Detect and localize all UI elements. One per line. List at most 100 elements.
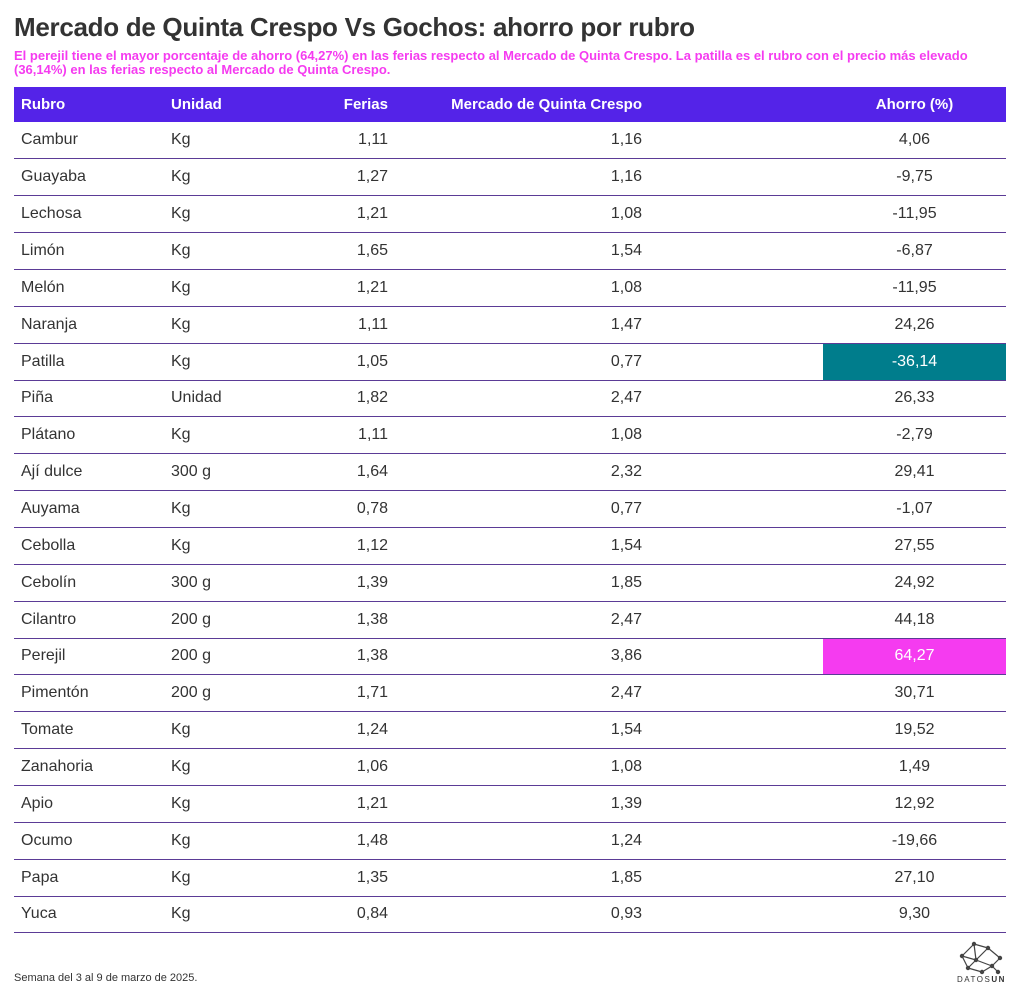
cell-spacer	[649, 416, 823, 455]
cell-rubro: Plátano	[14, 416, 164, 455]
cell-mercado: 1,08	[395, 195, 649, 234]
cell-rubro: Cebolín	[14, 564, 164, 602]
cell-rubro: Ají dulce	[14, 453, 164, 492]
cell-unidad: Kg	[164, 785, 308, 823]
cell-rubro: Cambur	[14, 122, 164, 160]
cell-spacer	[649, 527, 823, 565]
cell-mercado: 1,16	[395, 122, 649, 160]
cell-mercado: 1,08	[395, 416, 649, 455]
cell-ahorro: 9,30	[823, 896, 1006, 934]
cell-mercado: 1,47	[395, 306, 649, 344]
header-spacer	[649, 87, 823, 122]
cell-spacer	[649, 343, 823, 381]
cell-ferias: 0,78	[308, 490, 395, 528]
table-row: Naranja Kg 1,11 1,47 24,26	[14, 306, 1006, 344]
table-body: Cambur Kg 1,11 1,16 4,06 Guayaba Kg 1,27 1,16 -9,…	[14, 122, 1006, 934]
cell-rubro: Ocumo	[14, 822, 164, 860]
cell-spacer	[649, 380, 823, 418]
cell-mercado: 2,47	[395, 380, 649, 418]
cell-ferias: 1,38	[308, 638, 395, 676]
header-unidad: Unidad	[164, 87, 308, 122]
cell-mercado: 1,54	[395, 711, 649, 750]
datos-un-logo-icon	[959, 941, 1003, 975]
cell-rubro: Zanahoria	[14, 748, 164, 786]
cell-unidad: Kg	[164, 269, 308, 307]
cell-mercado: 1,16	[395, 158, 649, 197]
cell-ahorro: 19,52	[823, 711, 1006, 750]
cell-ferias: 1,12	[308, 527, 395, 565]
table-row: Tomate Kg 1,24 1,54 19,52	[14, 711, 1006, 750]
table-row: Piña Unidad 1,82 2,47 26,33	[14, 380, 1006, 418]
cell-mercado: 0,93	[395, 896, 649, 934]
cell-spacer	[649, 638, 823, 676]
cell-ferias: 1,21	[308, 785, 395, 823]
cell-spacer	[649, 859, 823, 897]
table-row: Ocumo Kg 1,48 1,24 -19,66	[14, 822, 1006, 860]
table-row: Yuca Kg 0,84 0,93 9,30	[14, 896, 1006, 934]
table-row: Plátano Kg 1,11 1,08 -2,79	[14, 416, 1006, 455]
cell-spacer	[649, 711, 823, 750]
cell-ferias: 1,11	[308, 122, 395, 160]
cell-ferias: 1,24	[308, 711, 395, 750]
chart-subtitle: El perejil tiene el mayor porcentaje de …	[14, 48, 968, 77]
table-row: Cebolín 300 g 1,39 1,85 24,92	[14, 564, 1006, 602]
cell-spacer	[649, 232, 823, 270]
cell-spacer	[649, 896, 823, 934]
cell-ahorro: -36,14	[823, 343, 1006, 381]
cell-spacer	[649, 822, 823, 860]
cell-ahorro: -11,95	[823, 269, 1006, 307]
cell-unidad: Kg	[164, 232, 308, 270]
cell-unidad: Kg	[164, 527, 308, 565]
logo-label-bold: UN	[991, 975, 1006, 984]
cell-ahorro: -6,87	[823, 232, 1006, 270]
table-row: Patilla Kg 1,05 0,77 -36,14	[14, 343, 1006, 381]
cell-ferias: 1,39	[308, 564, 395, 602]
table-row: Cebolla Kg 1,12 1,54 27,55	[14, 527, 1006, 565]
cell-ahorro: 1,49	[823, 748, 1006, 786]
cell-rubro: Tomate	[14, 711, 164, 750]
cell-spacer	[649, 601, 823, 639]
cell-unidad: Kg	[164, 822, 308, 860]
cell-ahorro: -9,75	[823, 158, 1006, 197]
cell-ahorro: 26,33	[823, 380, 1006, 418]
cell-ahorro: 24,26	[823, 306, 1006, 344]
cell-ahorro: -1,07	[823, 490, 1006, 528]
cell-spacer	[649, 785, 823, 823]
cell-mercado: 1,08	[395, 748, 649, 786]
cell-ferias: 1,11	[308, 306, 395, 344]
cell-mercado: 0,77	[395, 490, 649, 528]
cell-ferias: 1,65	[308, 232, 395, 270]
cell-unidad: 200 g	[164, 674, 308, 713]
logo-wordmark: DATOSUN	[957, 975, 1006, 984]
cell-unidad: 300 g	[164, 564, 308, 602]
table-row: Melón Kg 1,21 1,08 -11,95	[14, 269, 1006, 307]
cell-ferias: 1,82	[308, 380, 395, 418]
footer-note: Semana del 3 al 9 de marzo de 2025.	[14, 972, 198, 984]
table-row: Cilantro 200 g 1,38 2,47 44,18	[14, 601, 1006, 639]
cell-mercado: 2,47	[395, 601, 649, 639]
cell-mercado: 1,54	[395, 527, 649, 565]
cell-unidad: Kg	[164, 859, 308, 897]
cell-mercado: 2,47	[395, 674, 649, 713]
table-row: Guayaba Kg 1,27 1,16 -9,75	[14, 158, 1006, 197]
cell-ferias: 0,84	[308, 896, 395, 934]
cell-unidad: Unidad	[164, 380, 308, 418]
header-mercado: Mercado de Quinta Crespo	[395, 87, 649, 122]
cell-ahorro: 29,41	[823, 453, 1006, 492]
table-row: Pimentón 200 g 1,71 2,47 30,71	[14, 674, 1006, 713]
cell-unidad: Kg	[164, 416, 308, 455]
cell-unidad: Kg	[164, 122, 308, 160]
cell-rubro: Perejil	[14, 638, 164, 676]
table-row: Cambur Kg 1,11 1,16 4,06	[14, 122, 1006, 160]
cell-ahorro: -11,95	[823, 195, 1006, 234]
cell-spacer	[649, 306, 823, 344]
table-row: Limón Kg 1,65 1,54 -6,87	[14, 232, 1006, 270]
cell-mercado: 3,86	[395, 638, 649, 676]
cell-spacer	[649, 158, 823, 197]
cell-rubro: Patilla	[14, 343, 164, 381]
table-row: Zanahoria Kg 1,06 1,08 1,49	[14, 748, 1006, 786]
cell-ferias: 1,48	[308, 822, 395, 860]
cell-mercado: 1,39	[395, 785, 649, 823]
price-table: Rubro Unidad Ferias Mercado de Quinta Cr…	[14, 87, 1006, 934]
cell-rubro: Pimentón	[14, 674, 164, 713]
